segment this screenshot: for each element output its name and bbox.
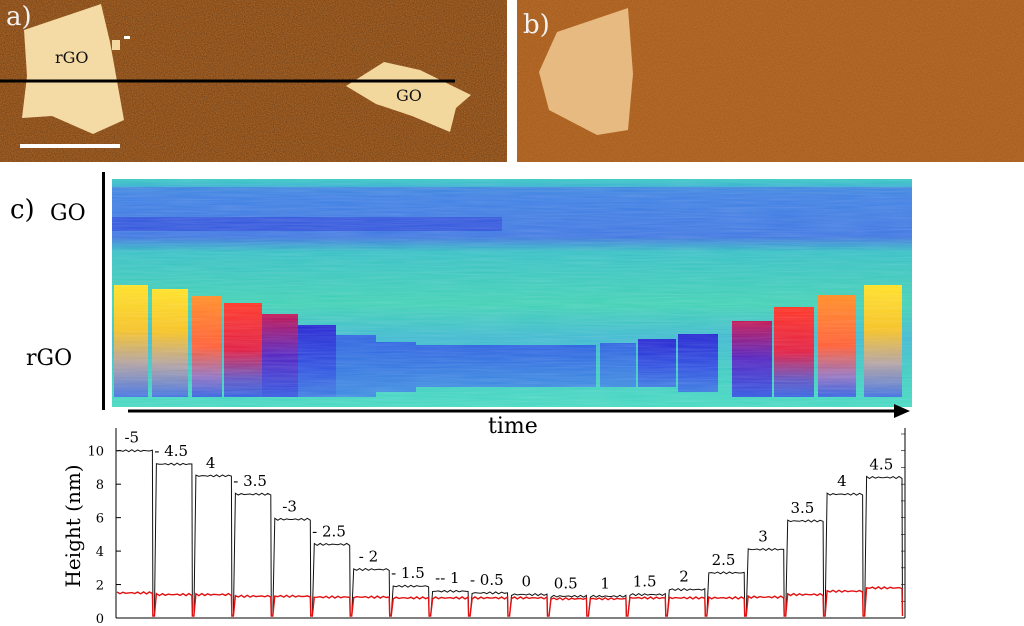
afm-image-b-svg [517, 0, 1024, 162]
y-tick-label: 0 [96, 612, 104, 626]
step-label: 0.5 [554, 574, 578, 592]
chart-lines [116, 449, 904, 617]
row-label-go: GO [50, 201, 86, 226]
panel-label-b: b) [523, 10, 550, 40]
step-label: -3 [282, 497, 297, 515]
y-tick-label: 10 [87, 445, 104, 460]
step-label: 1.5 [633, 573, 657, 591]
step-label: 1 [600, 574, 610, 592]
step-label: 4 [837, 472, 847, 490]
rgo-flake-label: rGO [55, 48, 89, 67]
step-label: 2.5 [712, 551, 736, 569]
step-label: - 0.5 [470, 571, 504, 589]
step-label: 3 [758, 527, 768, 545]
row-label-rgo: rGO [26, 346, 73, 371]
time-arrow [128, 404, 910, 418]
step-label: 4 [206, 454, 216, 472]
y-tick-label: 6 [96, 512, 104, 527]
y-tick-label: 2 [96, 579, 104, 594]
chart-frame [115, 428, 906, 619]
step-label: 0 [522, 573, 532, 591]
go-flake-label: GO [396, 86, 422, 105]
y-axis-label: Height (nm) [61, 464, 85, 587]
heatmap-svg [112, 179, 912, 407]
heatmap [112, 179, 912, 407]
series-line-go [116, 586, 904, 617]
panel-label-c: c) [10, 195, 35, 225]
step-label: - 4.5 [154, 442, 188, 460]
step-label: -5 [124, 429, 139, 447]
step-label: 3.5 [791, 499, 815, 517]
time-label: time [488, 414, 538, 439]
afm-image-a-svg [0, 0, 507, 162]
afm-image-b: b) [517, 0, 1024, 162]
vertical-axis-bar [102, 172, 105, 410]
step-label: - 2 [359, 547, 378, 565]
step-label: 4.5 [869, 455, 893, 473]
step-label: 2 [679, 568, 689, 586]
y-tick-label: 8 [96, 478, 104, 493]
step-label: - 1.5 [391, 564, 425, 582]
step-label: - 3.5 [233, 472, 267, 490]
panel-label-a: a) [6, 2, 32, 32]
y-tick-label: 4 [96, 545, 104, 560]
afm-image-a: a) rGO GO [0, 0, 507, 162]
step-label: -- 1 [435, 569, 459, 587]
step-label: - 2.5 [312, 522, 346, 540]
chart-labels: Height (nm)-5- 4.54- 3.5-3- 2.5- 2- 1.5-… [61, 429, 893, 593]
